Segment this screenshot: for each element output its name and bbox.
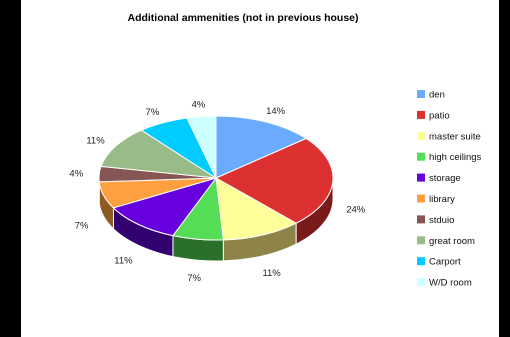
- legend-swatch-carport: [417, 257, 425, 266]
- legend-label-master-suite: master suite: [429, 131, 481, 142]
- pie-slice-patio: [214, 137, 334, 224]
- legend: den patio master suite high ceilings storage…: [417, 90, 482, 289]
- pct-label-storage: 11%: [114, 256, 133, 267]
- pie-slice-storage: [112, 177, 218, 237]
- legend-swatch-patio: [417, 110, 425, 119]
- legend-label-great-room: great room: [429, 236, 475, 247]
- legend-item-carport: Carport: [417, 257, 461, 268]
- pie-slice-great-room: [100, 129, 217, 179]
- pct-label-den: 14%: [266, 106, 286, 117]
- legend-item-den: den: [417, 90, 445, 101]
- legend-item-stduio: stduio: [417, 215, 454, 226]
- legend-label-high-ceilings: high ceilings: [429, 152, 482, 163]
- legend-swatch-master-suite: [417, 131, 425, 140]
- chart-title: Additional ammenities (not in previous h…: [127, 12, 358, 24]
- pie-plot: [98, 115, 334, 262]
- legend-item-high-ceilings: high ceilings: [417, 152, 482, 163]
- legend-item-library: library: [417, 194, 455, 205]
- legend-label-library: library: [429, 194, 455, 205]
- legend-item-master-suite: master suite: [417, 131, 481, 142]
- legend-item-patio: patio: [417, 110, 450, 121]
- pie-slice-den: [215, 115, 308, 179]
- legend-label-w-d-room: W/D room: [429, 278, 472, 289]
- percent-labels: 14% 24% 11% 7% 11% 7% 4% 11% 7% 4%: [69, 100, 365, 285]
- legend-swatch-storage: [417, 173, 425, 182]
- pie-slice-master-suite: [215, 177, 298, 241]
- pct-label-high-ceilings: 7%: [187, 273, 201, 284]
- pct-label-w-d-room: 4%: [192, 100, 206, 111]
- legend-item-great-room: great room: [417, 236, 475, 247]
- pct-label-patio: 24%: [346, 205, 366, 216]
- legend-swatch-den: [417, 90, 425, 98]
- legend-label-stduio: stduio: [429, 215, 454, 226]
- chart-panel: Additional ammenities (not in previous h…: [21, 0, 499, 337]
- legend-swatch-great-room: [417, 236, 425, 245]
- legend-label-carport: Carport: [429, 257, 461, 268]
- legend-swatch-library: [417, 194, 425, 203]
- pct-label-stduio: 4%: [69, 168, 83, 179]
- legend-label-patio: patio: [429, 110, 450, 121]
- pct-label-great-room: 11%: [86, 135, 105, 146]
- legend-item-storage: storage: [417, 173, 461, 184]
- pct-label-library: 7%: [75, 221, 89, 232]
- legend-item-w-d-room: W/D room: [417, 278, 472, 289]
- pct-label-master-suite: 11%: [262, 268, 281, 279]
- pct-label-carport: 7%: [146, 107, 160, 118]
- legend-label-storage: storage: [429, 173, 461, 184]
- legend-label-den: den: [429, 90, 445, 101]
- legend-swatch-w-d-room: [417, 278, 425, 287]
- pie-chart: Additional ammenities (not in previous h…: [69, 12, 482, 289]
- pie-slice-w-d-room: [186, 115, 217, 179]
- legend-swatch-high-ceilings: [417, 152, 425, 161]
- legend-swatch-stduio: [417, 215, 425, 224]
